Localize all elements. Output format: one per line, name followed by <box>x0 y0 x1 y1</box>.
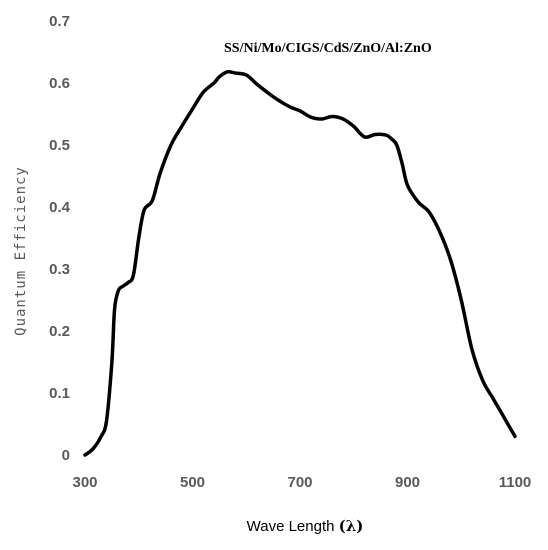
x-tick-label: 700 <box>287 474 312 491</box>
chart-annotation: SS/Ni/Mo/CIGS/CdS/ZnO/Al:ZnO <box>224 41 432 56</box>
x-axis-ticks: 300 500 700 900 1100 <box>72 474 531 491</box>
x-tick-label: 500 <box>180 474 205 491</box>
x-tick-label: 1100 <box>499 474 532 491</box>
y-tick-label: 0.3 <box>49 261 70 278</box>
y-tick-label: 0.5 <box>49 137 70 154</box>
y-tick-label: 0 <box>62 447 70 464</box>
y-axis-ticks: 0 0.1 0.2 0.3 0.4 0.5 0.6 0.7 <box>49 13 71 464</box>
y-tick-label: 0.7 <box>49 13 70 30</box>
x-axis-label-text: Wave Length <box>247 518 335 535</box>
y-tick-label: 0.1 <box>49 385 70 402</box>
x-tick-label: 900 <box>395 474 420 491</box>
series-line <box>83 69 517 457</box>
y-tick-label: 0.6 <box>49 75 70 92</box>
y-tick-label: 0.2 <box>49 323 70 340</box>
x-axis-label-symbol: (λ) <box>339 517 364 535</box>
x-tick-label: 300 <box>72 474 97 491</box>
y-tick-label: 0.4 <box>49 199 71 216</box>
x-axis-label: Wave Length (λ) <box>247 517 364 535</box>
plot-area <box>83 69 517 457</box>
y-axis-label: Quantum Efficiency <box>13 166 29 336</box>
